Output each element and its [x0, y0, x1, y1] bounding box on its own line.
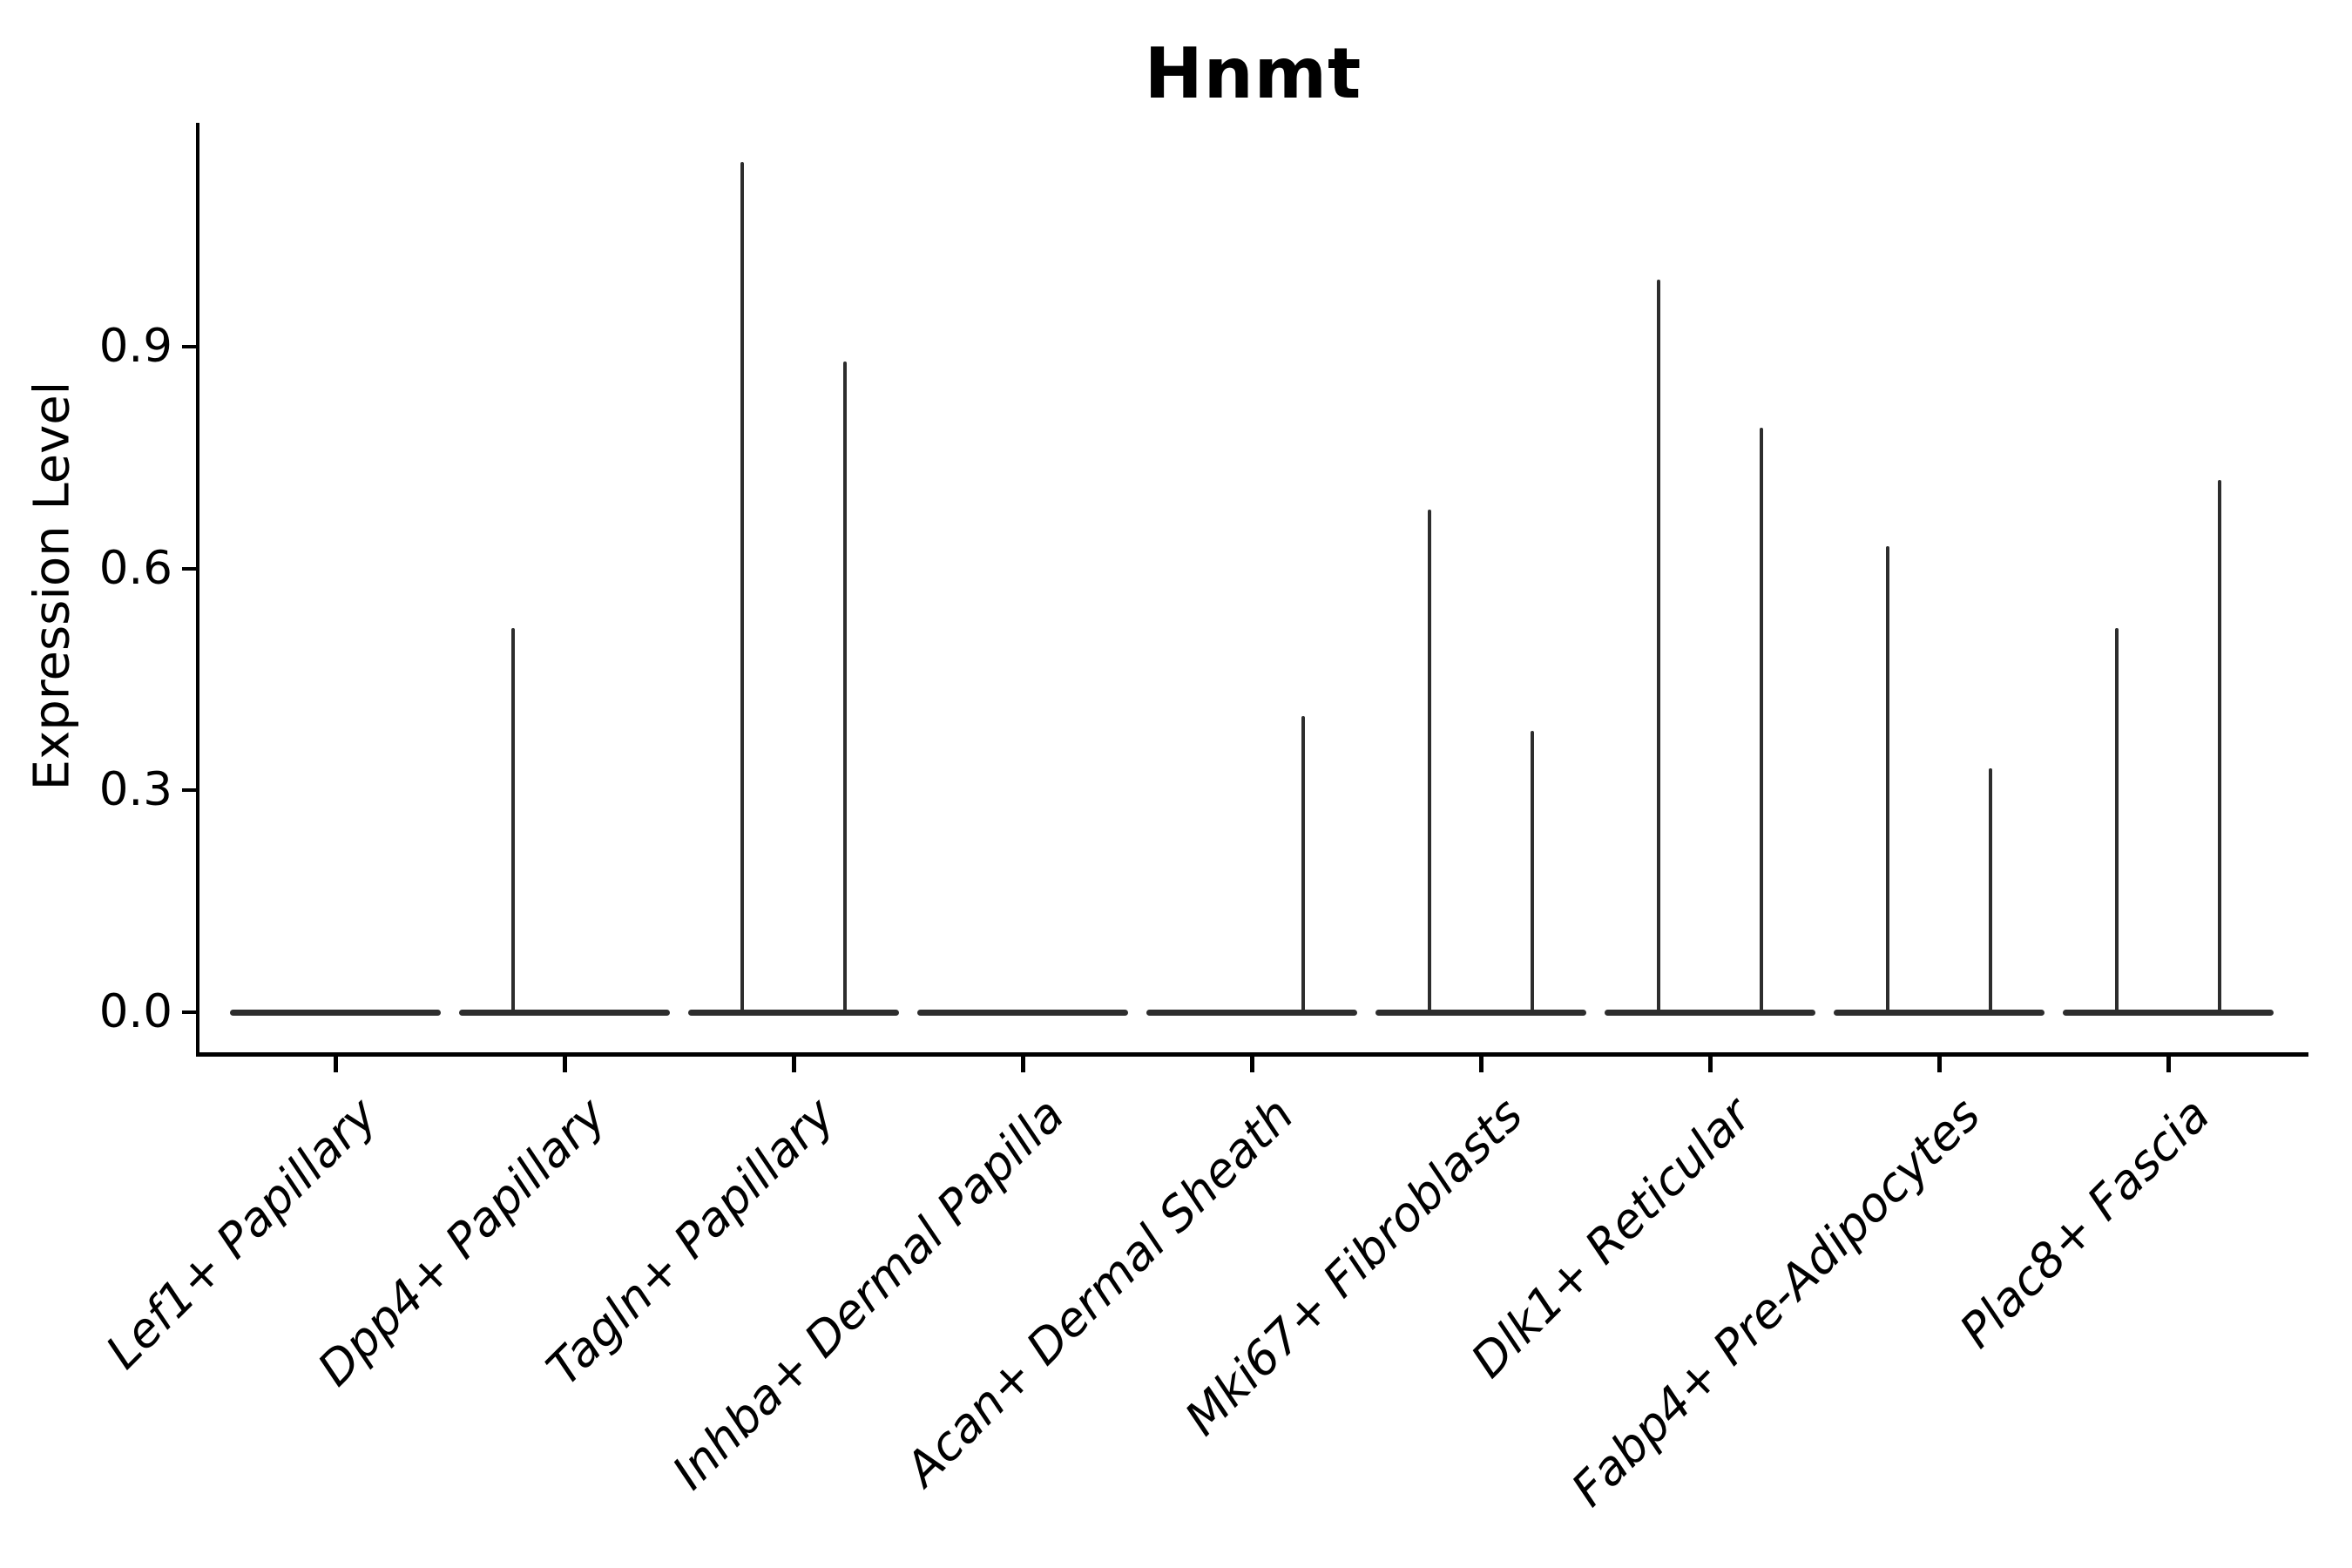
violin-baseline: [230, 1009, 441, 1016]
x-tick-label: Plac8+ Fascia: [1949, 1087, 2220, 1359]
y-tick-label: 0.3: [98, 763, 172, 817]
violin-baseline: [2063, 1009, 2274, 1016]
y-tick-label: 0.0: [98, 985, 172, 1038]
x-tick: [1708, 1057, 1713, 1072]
violin-spike: [2115, 627, 2119, 1012]
violin-baseline: [459, 1009, 670, 1016]
x-tick: [563, 1057, 567, 1072]
violin-spike: [1531, 731, 1534, 1012]
violin-baseline: [1375, 1009, 1586, 1016]
violin-baseline: [1605, 1009, 1815, 1016]
x-axis-spine: [196, 1052, 2308, 1057]
x-tick: [792, 1057, 796, 1072]
y-tick: [182, 344, 197, 348]
x-tick: [1021, 1057, 1025, 1072]
x-tick-label: Fabp4+ Pre-Adipocytes: [1561, 1087, 1991, 1517]
x-tick: [1250, 1057, 1254, 1072]
violin-spike: [1657, 280, 1660, 1012]
violin-baseline: [688, 1009, 899, 1016]
violin-baseline: [1834, 1009, 2044, 1016]
violin-baseline: [917, 1009, 1128, 1016]
violin-spike: [511, 627, 515, 1012]
y-tick: [182, 566, 197, 571]
violin-spike: [1989, 767, 1992, 1012]
y-tick: [182, 1010, 197, 1014]
plot-title: Hnmt: [1144, 33, 1362, 114]
x-tick: [1937, 1057, 1942, 1072]
violin-spike: [740, 161, 744, 1012]
y-tick: [182, 788, 197, 793]
y-tick-label: 0.6: [98, 541, 172, 595]
violin-spike: [843, 361, 847, 1012]
violin-spike: [1301, 716, 1305, 1012]
violin-spike: [2218, 479, 2221, 1012]
x-tick: [1479, 1057, 1484, 1072]
x-tick-label: Inhba+ Dermal Papilla: [661, 1087, 1075, 1500]
x-tick-label: Acan+ Dermal Sheath: [894, 1087, 1304, 1497]
x-tick: [2166, 1057, 2171, 1072]
violin-spike: [1886, 546, 1889, 1012]
x-tick: [334, 1057, 338, 1072]
violin-spike: [1428, 509, 1431, 1012]
violin-spike: [1760, 428, 1763, 1012]
y-axis-spine: [196, 123, 199, 1056]
violin-baseline: [1146, 1009, 1357, 1016]
y-tick-label: 0.9: [98, 319, 172, 373]
